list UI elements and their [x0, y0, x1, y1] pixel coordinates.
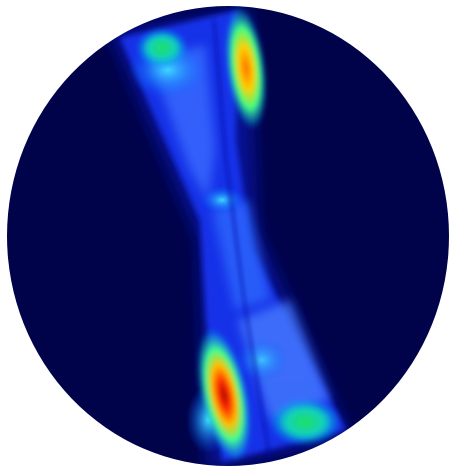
seam-line — [212, 19, 272, 461]
hotspot-top — [224, 6, 268, 130]
green-blob-bottom — [269, 398, 341, 446]
band-streak-mid — [212, 200, 270, 310]
cyan-patch-lower — [236, 338, 288, 382]
cyan-patch-center — [200, 186, 244, 214]
hotspot-bottom — [196, 328, 252, 462]
green-blob-top — [136, 28, 188, 68]
field-layer — [108, 6, 352, 466]
